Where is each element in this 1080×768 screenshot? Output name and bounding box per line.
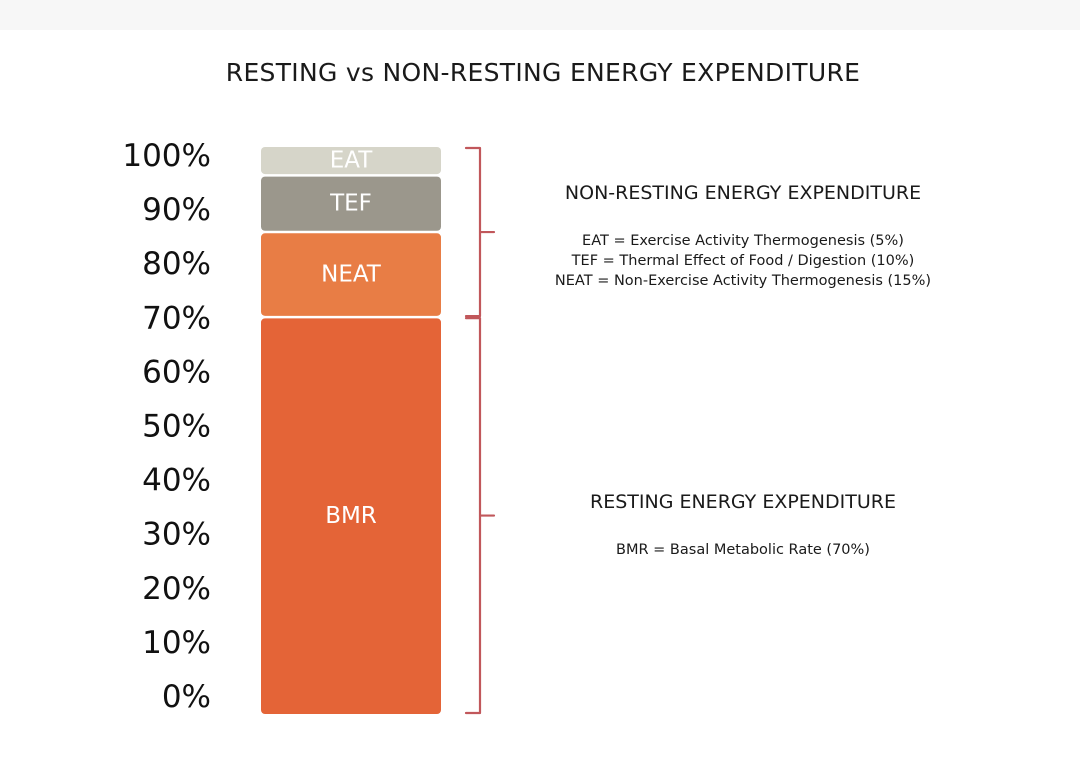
y-tick-label: 90% [142, 192, 211, 228]
bar-segment-neat [261, 233, 441, 316]
bar-segment-eat [261, 147, 441, 175]
bar-segment-tef [261, 176, 441, 231]
y-tick-label: 0% [162, 679, 211, 715]
group-description: BMR = Basal Metabolic Rate (70%) [616, 542, 870, 558]
group-description: NEAT = Non-Exercise Activity Thermogenes… [555, 273, 931, 289]
bar-segment-label: TEF [329, 191, 372, 217]
y-tick-label: 50% [142, 409, 211, 445]
y-tick-label: 80% [142, 246, 211, 282]
group-bracket [464, 317, 496, 715]
y-tick-label: 100% [122, 138, 211, 174]
bar-segment-label: NEAT [321, 262, 382, 288]
group-description: EAT = Exercise Activity Thermogenesis (5… [582, 233, 904, 249]
bar-segment-label: BMR [325, 503, 377, 529]
y-tick-label: 40% [142, 463, 211, 499]
group-title: NON-RESTING ENERGY EXPENDITURE [565, 182, 921, 204]
group-description: TEF = Thermal Effect of Food / Digestion… [571, 253, 915, 269]
y-tick-label: 60% [142, 354, 211, 390]
y-tick-label: 30% [142, 517, 211, 553]
top-band [0, 0, 1080, 30]
group-bracket [464, 146, 496, 318]
bar-segment-label: EAT [330, 148, 373, 174]
y-tick-label: 20% [142, 571, 211, 607]
y-tick-label: 70% [142, 300, 211, 336]
chart-title: RESTING vs NON-RESTING ENERGY EXPENDITUR… [225, 58, 861, 87]
y-tick-label: 10% [142, 625, 211, 661]
bar-segment-bmr [261, 318, 441, 714]
group-title: RESTING ENERGY EXPENDITURE [590, 491, 896, 513]
